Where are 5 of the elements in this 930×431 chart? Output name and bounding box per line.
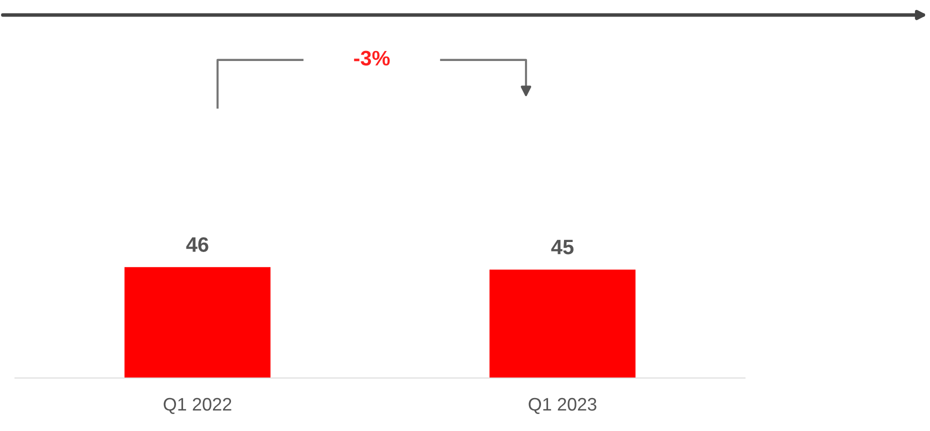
x-tick-label: Q1 2022 [164, 398, 232, 414]
text: -3% [354, 50, 390, 66]
data-label: 46 [186, 237, 208, 252]
x-tick-label: Q1 2023 [528, 398, 596, 414]
data-label: 45 [551, 240, 574, 254]
